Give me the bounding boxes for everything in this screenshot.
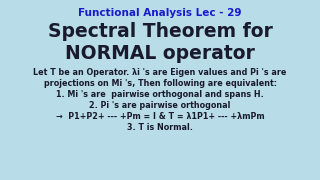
- Text: projections on Mi 's, Then following are equivalent:: projections on Mi 's, Then following are…: [44, 79, 276, 88]
- Text: →  P1+P2+ --- +Pm = I & T = λ1P1+ --- +λmPm: → P1+P2+ --- +Pm = I & T = λ1P1+ --- +λm…: [56, 112, 264, 121]
- Text: 1. Mi 's are  pairwise orthogonal and spans H.: 1. Mi 's are pairwise orthogonal and spa…: [56, 90, 264, 99]
- Text: Let T be an Operator. λi 's are Eigen values and Pi 's are: Let T be an Operator. λi 's are Eigen va…: [33, 68, 287, 77]
- Text: 3. T is Normal.: 3. T is Normal.: [127, 123, 193, 132]
- Text: 2. Pi 's are pairwise orthogonal: 2. Pi 's are pairwise orthogonal: [89, 101, 231, 110]
- Text: Spectral Theorem for: Spectral Theorem for: [48, 22, 272, 41]
- Text: Functional Analysis Lec - 29: Functional Analysis Lec - 29: [78, 8, 242, 18]
- Text: NORMAL operator: NORMAL operator: [65, 44, 255, 63]
